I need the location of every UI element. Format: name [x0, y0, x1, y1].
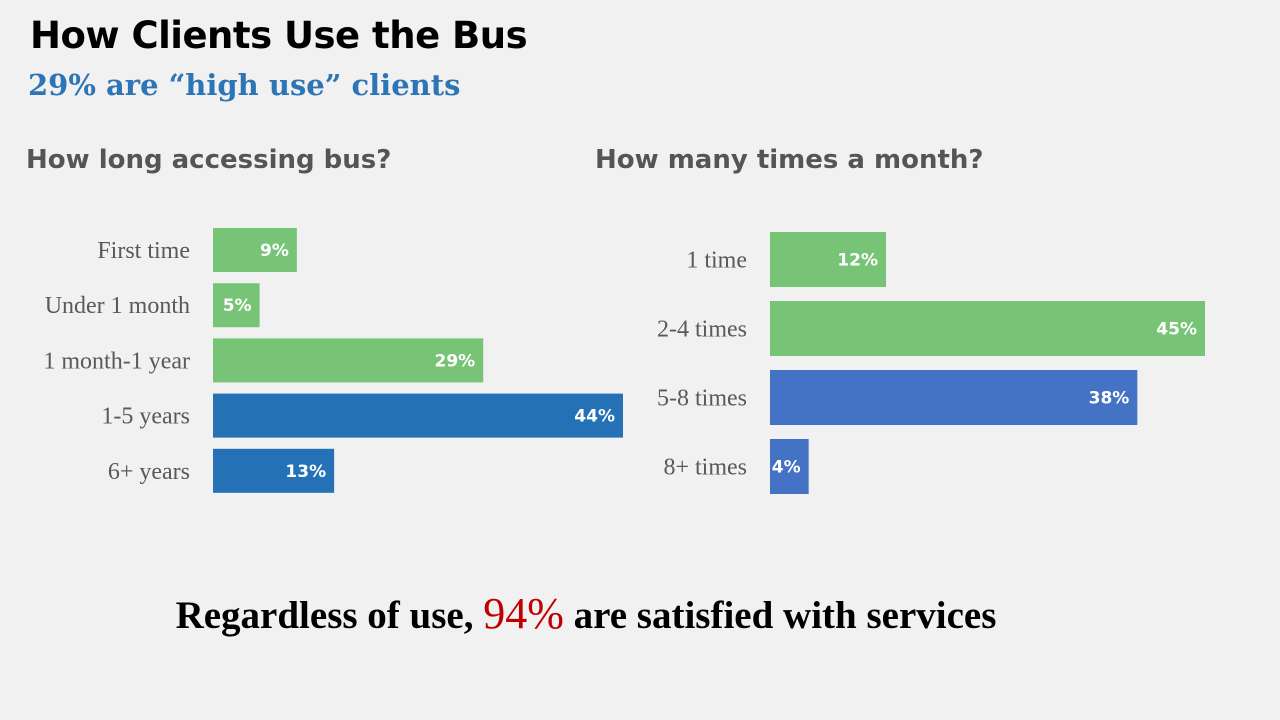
- chart-frequency: 1 time 12% 2-4 times 45% 5-8 times 38% 8+ time…: [657, 232, 1205, 494]
- data-label-0: 9%: [260, 241, 289, 261]
- bar-3: [770, 439, 809, 494]
- category-label-3: 8+ times: [663, 455, 747, 481]
- category-label-0: First time: [97, 238, 190, 264]
- category-label-1: 2-4 times: [657, 317, 747, 343]
- category-label-4: 6+ years: [108, 459, 190, 485]
- data-label-2: 29%: [435, 351, 476, 371]
- bar-2: [770, 370, 1138, 425]
- bar-2: [213, 338, 484, 383]
- chart-duration: First time 9% Under 1 month 5% 1 month-1 yea…: [43, 228, 623, 493]
- satisfaction-statement: Regardless of use, 94% are satisfied wit…: [0, 588, 1172, 639]
- slide-subtitle: 29% are “high use” clients: [28, 68, 461, 102]
- chart-title-frequency: How many times a month?: [595, 145, 984, 175]
- chart-title-duration: How long accessing bus?: [26, 145, 392, 175]
- category-label-2: 1 month-1 year: [43, 348, 190, 374]
- category-label-2: 5-8 times: [657, 386, 747, 412]
- data-label-3: 4%: [772, 458, 801, 478]
- bar-1: [213, 283, 260, 328]
- data-label-4: 13%: [285, 462, 326, 482]
- footer-text-start: Regardless of use,: [175, 594, 484, 637]
- category-label-0: 1 time: [686, 248, 747, 274]
- satisfaction-percent: 94%: [483, 589, 564, 638]
- bar-1: [770, 301, 1205, 356]
- data-label-0: 12%: [837, 251, 878, 271]
- data-label-1: 5%: [223, 296, 252, 316]
- bar-0: [770, 232, 886, 287]
- category-label-1: Under 1 month: [45, 293, 190, 319]
- data-label-3: 44%: [574, 407, 615, 427]
- bar-4: [213, 448, 335, 493]
- slide-title: How Clients Use the Bus: [30, 14, 528, 57]
- data-label-2: 38%: [1089, 389, 1130, 409]
- bar-0: [213, 228, 297, 272]
- bar-3: [213, 393, 623, 438]
- footer-text-end: are satisfied with services: [563, 594, 997, 637]
- category-label-3: 1-5 years: [101, 404, 190, 430]
- data-label-1: 45%: [1156, 320, 1197, 340]
